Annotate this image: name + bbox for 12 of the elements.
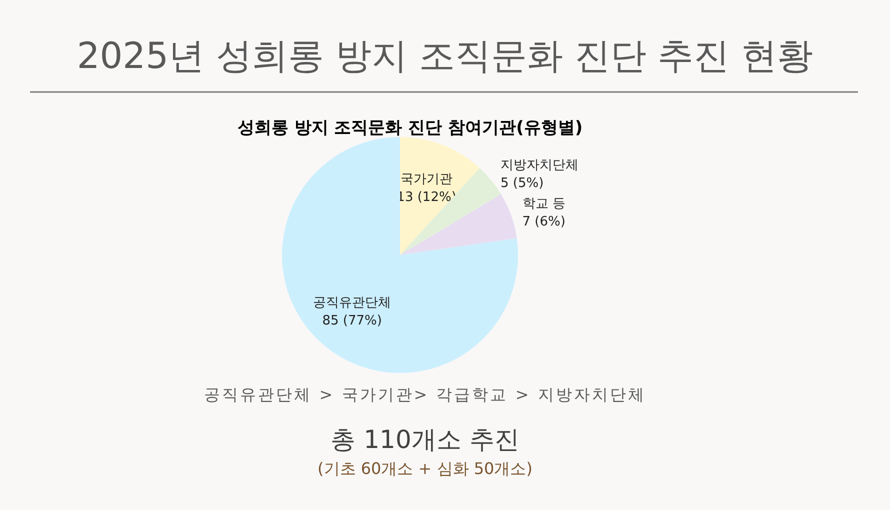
- text: 공직유관단체 > 국가기관> 각급학교 > 지방자치단체: [204, 385, 646, 404]
- text: 총 110개소 추진: [330, 425, 520, 454]
- slice-label: 국가기관: [400, 172, 453, 187]
- data-label: 7 (6%): [522, 214, 566, 230]
- slice-label: 공직유관단체: [313, 295, 392, 310]
- slice-label: 지방자치단체: [500, 158, 578, 173]
- slice-label: 학교 등: [522, 196, 566, 212]
- text: (기초 60개소 + 심화 50개소): [318, 459, 532, 478]
- data-label: 5 (5%): [500, 176, 544, 191]
- chart-title: 2025년 성희롱 방지 조직문화 진단 추진 현황: [76, 36, 814, 77]
- chart-subtitle: 성희롱 방지 조직문화 진단 참여기관(유형별): [237, 118, 583, 138]
- data-label: 85 (77%): [322, 313, 382, 328]
